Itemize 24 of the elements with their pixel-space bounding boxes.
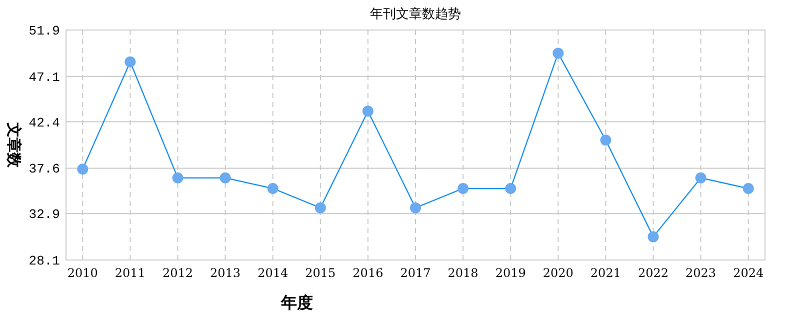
x-tick-label: 2018 bbox=[448, 266, 478, 280]
y-tick-label: 47.1 bbox=[28, 70, 60, 85]
x-tick-label: 2024 bbox=[733, 266, 764, 280]
x-axis-title: 年度 bbox=[280, 293, 313, 312]
x-tick-label: 2012 bbox=[162, 266, 194, 280]
x-tick-label: 2016 bbox=[352, 266, 384, 280]
x-tick-label: 2015 bbox=[305, 266, 336, 280]
x-tick-label: 2021 bbox=[590, 266, 621, 280]
x-tick-label: 2019 bbox=[495, 266, 526, 280]
y-tick-label: 32.9 bbox=[28, 207, 60, 222]
x-tick-label: 2011 bbox=[114, 266, 146, 280]
x-tick-label: 2014 bbox=[258, 266, 288, 280]
x-tick-label: 2022 bbox=[638, 266, 669, 280]
x-tick-label: 2010 bbox=[67, 266, 98, 280]
y-tick-label: 51.9 bbox=[28, 24, 60, 39]
x-tick-label: 2023 bbox=[686, 266, 716, 280]
x-tick-label: 2020 bbox=[542, 266, 574, 280]
y-tick-label: 42.4 bbox=[28, 115, 60, 130]
y-axis-title: 文章数 bbox=[5, 122, 23, 168]
y-tick-label: 28.1 bbox=[28, 254, 60, 269]
y-tick-label: 37.6 bbox=[28, 162, 60, 177]
x-tick-label: 2013 bbox=[210, 266, 241, 280]
x-tick-label: 2017 bbox=[400, 266, 431, 280]
chart-title: 年刊文章数趋势 bbox=[370, 7, 461, 22]
